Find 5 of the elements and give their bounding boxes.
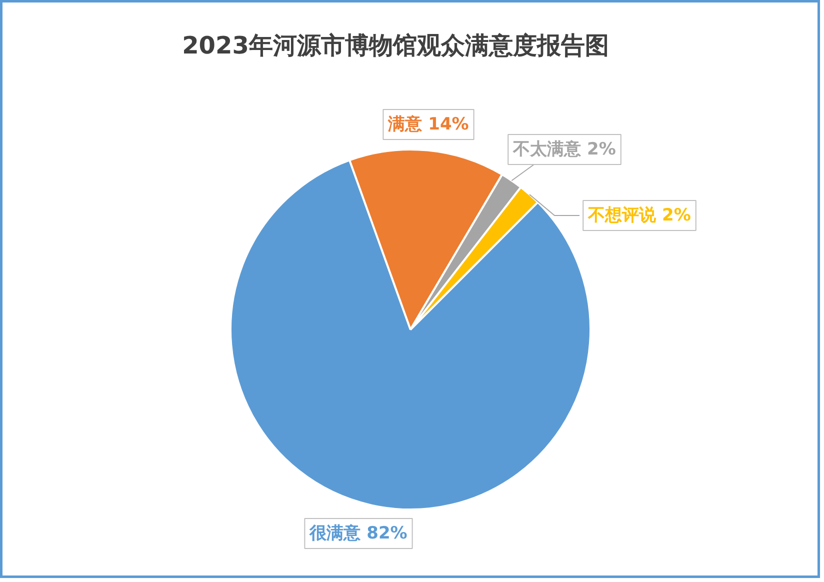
chart-title: 2023年河源市博物馆观众满意度报告图 [182,32,609,60]
slice-label: 不太满意 2% [512,140,616,160]
slice-label: 不想评说 2% [587,206,691,226]
slice-label: 很满意 82% [308,524,408,544]
slice-label: 满意 14% [387,114,469,134]
